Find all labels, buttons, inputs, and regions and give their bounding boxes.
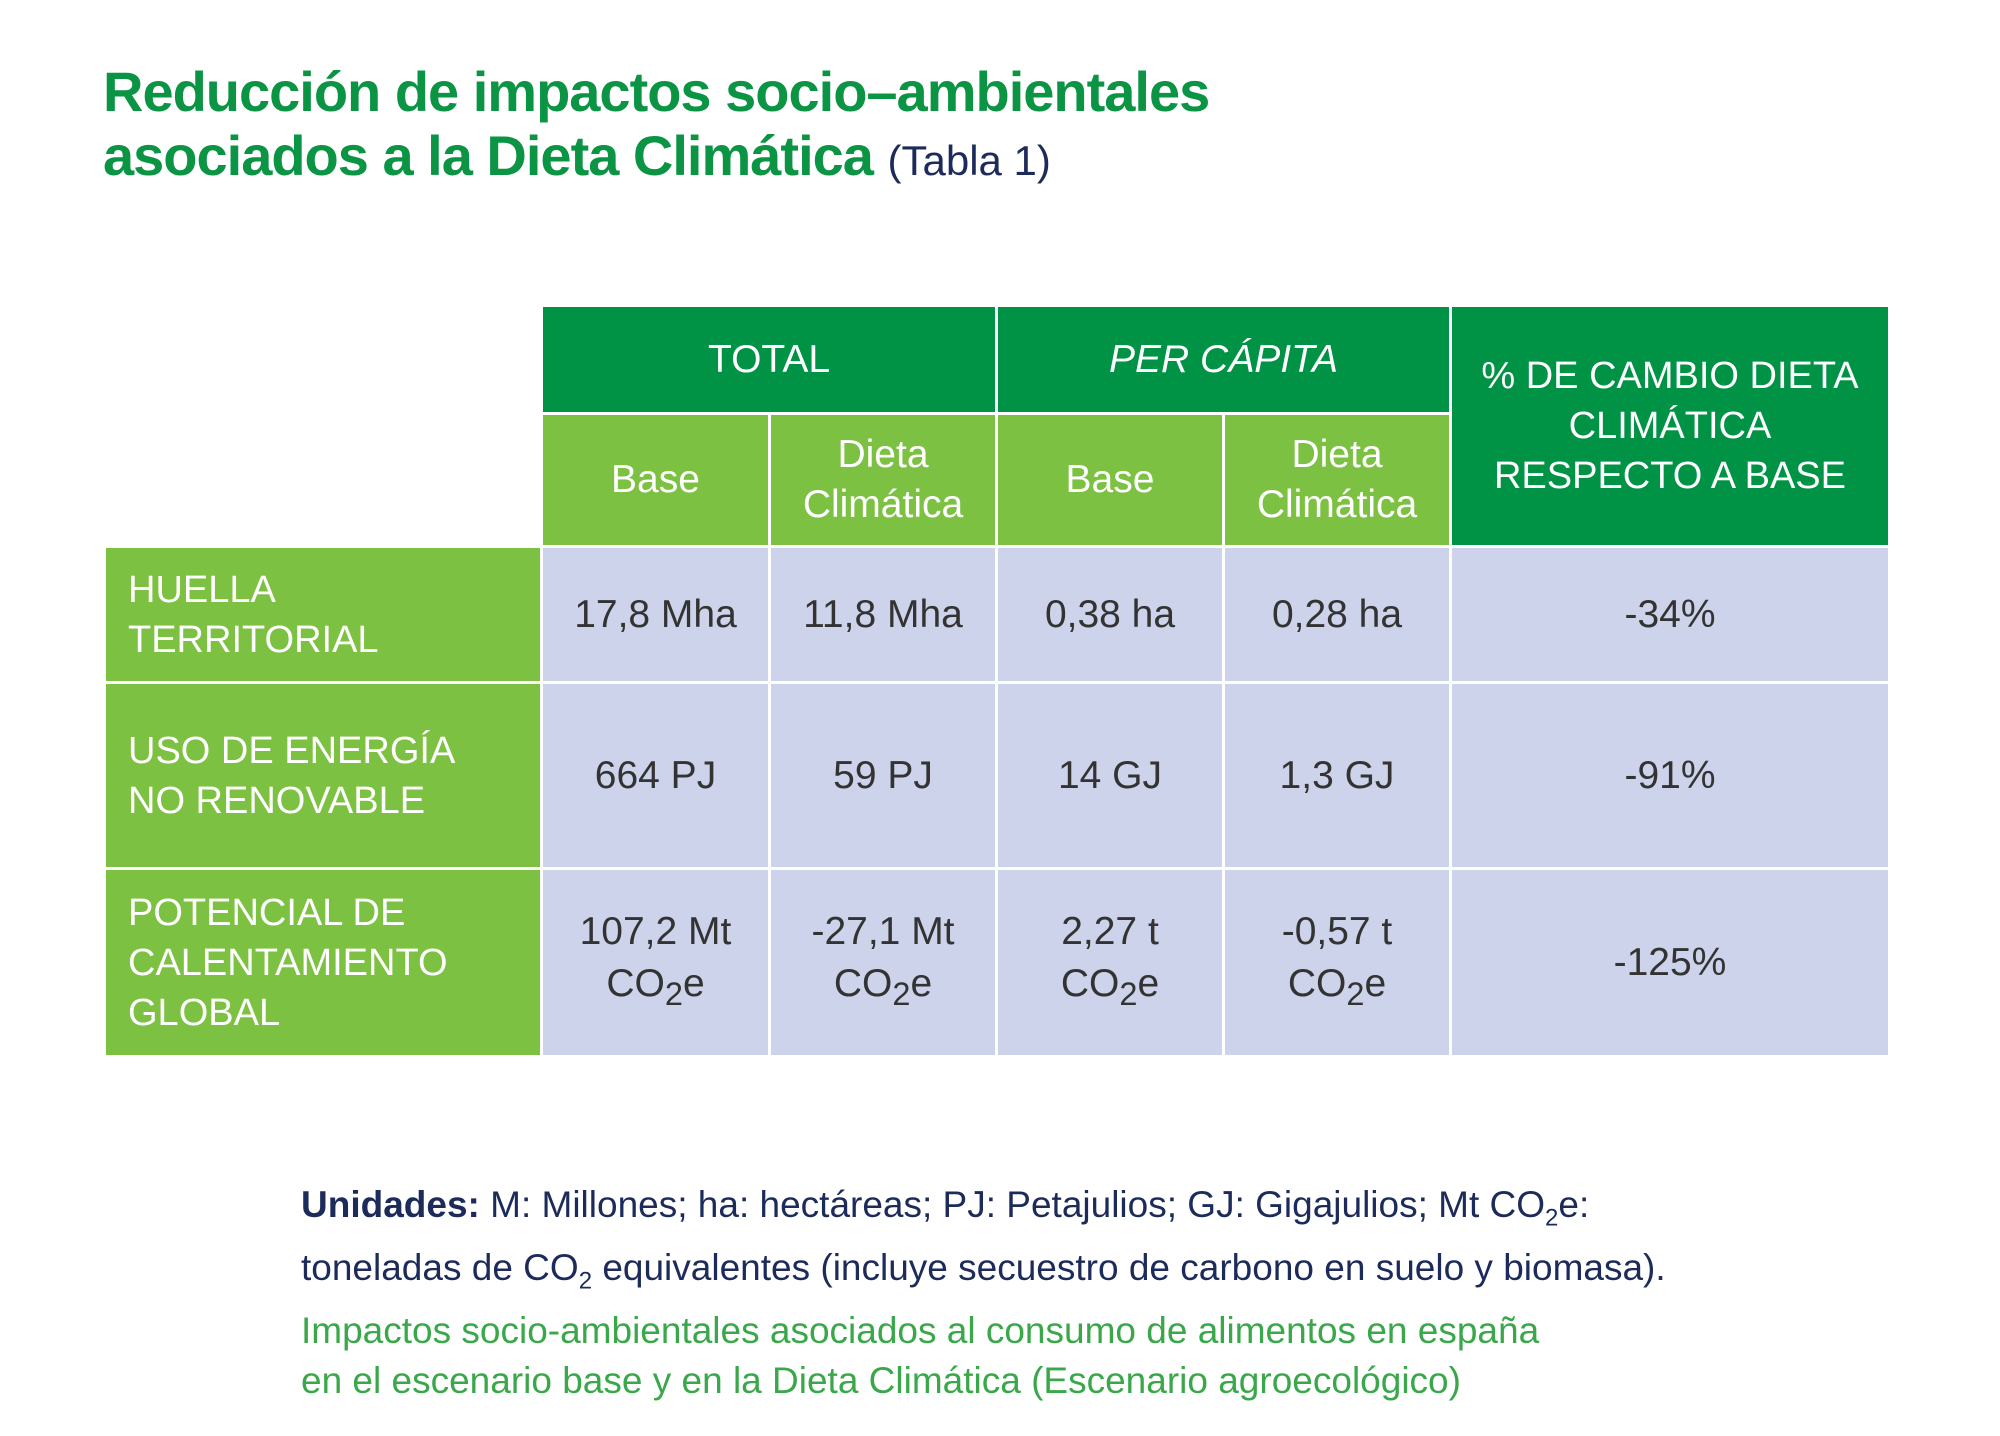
unit-sub: 2 xyxy=(892,975,911,1012)
title-line-2: asociados a la Dieta Climática xyxy=(103,124,874,187)
unit-prefix: CO xyxy=(1060,961,1120,1005)
unit-suffix: e xyxy=(682,961,705,1005)
cell-value: 2,27 t xyxy=(1061,909,1159,953)
units-text: e: xyxy=(1558,1184,1590,1225)
cell-change: -34% xyxy=(1449,545,1891,684)
subheader-total-base: Base xyxy=(540,412,771,548)
subheader-percapita-base: Base xyxy=(995,412,1225,548)
subheader-total-dieta: Dieta Climática xyxy=(768,412,998,548)
units-label: Unidades: xyxy=(301,1184,480,1225)
unit-prefix: CO xyxy=(1287,961,1347,1005)
row-label: POTENCIAL DE CALENTAMIENTO GLOBAL xyxy=(103,867,543,1058)
subscript: 2 xyxy=(578,1267,593,1295)
unit-prefix: CO xyxy=(833,961,893,1005)
unit-suffix: e xyxy=(1137,961,1160,1005)
cell: 11,8 Mha xyxy=(768,545,998,684)
table-row: POTENCIAL DE CALENTAMIENTO GLOBAL 107,2 … xyxy=(103,867,1891,1058)
cell: 59 PJ xyxy=(768,681,998,870)
header-percent-change: % DE CAMBIO DIETA CLIMÁTICA RESPECTO A B… xyxy=(1449,304,1891,548)
cell: 1,3 GJ xyxy=(1222,681,1452,870)
unit-suffix: e xyxy=(1364,961,1387,1005)
unit-suffix: e xyxy=(910,961,933,1005)
subscript: 2 xyxy=(1545,1204,1559,1232)
unit-sub: 2 xyxy=(1119,975,1138,1012)
empty-corner xyxy=(104,305,542,547)
table-row: HUELLA TERRITORIAL 17,8 Mha 11,8 Mha 0,3… xyxy=(103,545,1891,684)
cell: 14 GJ xyxy=(995,681,1225,870)
cell: 2,27 t CO2e xyxy=(995,867,1225,1058)
unit-prefix: CO xyxy=(606,961,665,1005)
row-label: USO DE ENERGÍA NO RENOVABLE xyxy=(103,681,543,870)
subheader-percapita-dieta: Dieta Climática xyxy=(1222,412,1452,548)
cell-change: -91% xyxy=(1449,681,1891,870)
caption-line-2: en el escenario base y en la Dieta Climá… xyxy=(301,1360,1461,1401)
header-percent-change-text: % DE CAMBIO DIETA CLIMÁTICA RESPECTO A B… xyxy=(1481,355,1859,497)
units-text: toneladas de CO xyxy=(301,1247,579,1289)
table-caption: Impactos socio-ambientales asociados al … xyxy=(301,1306,1539,1406)
row-label: HUELLA TERRITORIAL xyxy=(103,545,543,684)
unit-sub: 2 xyxy=(664,975,683,1012)
cell: 107,2 Mt CO2e xyxy=(540,867,771,1058)
title-line-1: Reducción de impactos socio–ambientales xyxy=(103,60,1210,123)
cell: -0,57 t CO2e xyxy=(1222,867,1452,1058)
cell-change: -125% xyxy=(1449,867,1891,1058)
impacts-table: TOTAL PER CÁPITA % DE CAMBIO DIETA CLIMÁ… xyxy=(103,304,1891,1058)
units-text: equivalentes (incluye secuestro de carbo… xyxy=(592,1247,1666,1289)
cell: 0,28 ha xyxy=(1222,545,1452,684)
cell: 17,8 Mha xyxy=(540,545,771,684)
cell: 0,38 ha xyxy=(995,545,1225,684)
table-row: USO DE ENERGÍA NO RENOVABLE 664 PJ 59 PJ… xyxy=(103,681,1891,870)
page-title: Reducción de impactos socio–ambientales … xyxy=(103,60,1210,193)
units-note: Unidades: M: Millones; ha: hectáreas; PJ… xyxy=(301,1180,1666,1307)
cell-unit: CO2e xyxy=(1225,958,1449,1020)
cell-unit: CO2e xyxy=(543,958,768,1020)
header-total: TOTAL xyxy=(540,304,998,415)
cell-value: -27,1 Mt xyxy=(811,909,955,953)
cell-value: -0,57 t xyxy=(1281,909,1393,953)
units-text: M: Millones; ha: hectáreas; PJ: Petajuli… xyxy=(479,1184,1546,1225)
cell: 664 PJ xyxy=(540,681,771,870)
cell-unit: CO2e xyxy=(998,958,1222,1020)
table-reference: (Tabla 1) xyxy=(887,137,1051,184)
caption-line-1: Impactos socio-ambientales asociados al … xyxy=(301,1310,1540,1351)
cell-unit: CO2e xyxy=(771,958,995,1020)
header-per-capita: PER CÁPITA xyxy=(995,304,1452,415)
unit-sub: 2 xyxy=(1346,975,1365,1012)
cell-value: 107,2 Mt xyxy=(579,909,732,953)
cell: -27,1 Mt CO2e xyxy=(768,867,998,1058)
